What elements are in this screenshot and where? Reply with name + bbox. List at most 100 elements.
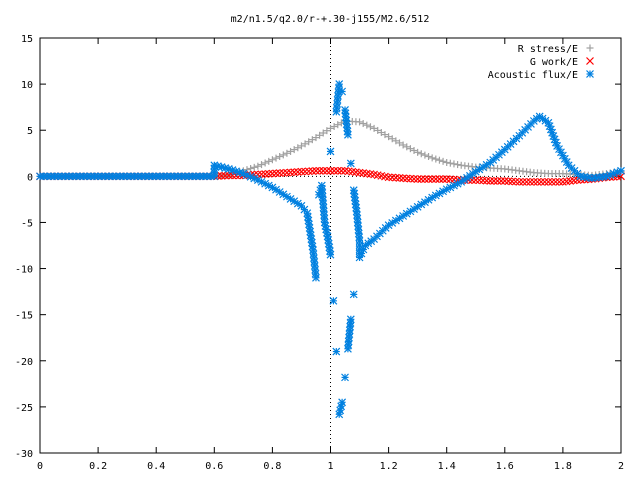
data-point [170, 172, 179, 181]
data-point [338, 398, 347, 407]
data-point [410, 147, 418, 155]
data-point [432, 155, 440, 163]
data-point [119, 172, 128, 181]
data-point [374, 126, 382, 134]
data-point [428, 175, 437, 184]
data-point [265, 157, 273, 165]
data-point [297, 142, 305, 150]
data-point [199, 172, 208, 181]
data-point [272, 154, 280, 162]
data-point [301, 140, 309, 148]
data-point [290, 168, 299, 177]
data-point [392, 137, 400, 145]
data-point [442, 175, 451, 184]
data-point [130, 172, 139, 181]
data-point [254, 162, 262, 170]
data-point [391, 173, 400, 182]
data-point [533, 177, 542, 186]
data-point [403, 143, 411, 151]
data-point [294, 144, 302, 152]
axes: 0 0.2 0.4 0.6 0.8 1 1.2 1.4 1.6 1.8 2 15 10 5 0 -5 -10 -1… [15, 34, 624, 472]
data-point [435, 175, 444, 184]
chart-title: m2/n1.5/q2.0/r-+.30-j155/M2.6/512 [231, 14, 430, 25]
data-point [195, 172, 204, 181]
data-point [272, 169, 280, 178]
data-point [439, 175, 447, 184]
data-point [330, 123, 338, 131]
data-point [421, 151, 429, 159]
legend-marker [586, 44, 594, 52]
x-tick-label: 0.6 [205, 461, 223, 472]
data-point [326, 250, 335, 259]
y-tick-label: 5 [27, 126, 33, 137]
data-point [322, 166, 331, 175]
data-point [526, 177, 535, 186]
data-point [519, 177, 527, 186]
data-point [489, 177, 498, 185]
data-point [428, 154, 436, 162]
data-point [504, 177, 513, 186]
data-point [548, 177, 556, 186]
y-tick-label: -5 [21, 218, 33, 229]
series-3 [36, 80, 625, 419]
data-point [508, 177, 516, 186]
data-point [332, 347, 341, 356]
data-point [333, 166, 342, 175]
y-tick-label: 15 [21, 34, 33, 45]
data-point [529, 177, 538, 186]
data-point [406, 174, 415, 183]
data-point [337, 166, 346, 175]
data-point [353, 211, 361, 219]
data-point [515, 177, 524, 186]
data-point [414, 148, 422, 156]
x-tick-label: 1 [327, 461, 333, 472]
data-point [410, 174, 418, 183]
data-point [79, 172, 88, 181]
data-point [388, 173, 397, 182]
data-point [329, 296, 338, 305]
data-point [349, 290, 358, 299]
data-point [551, 177, 560, 186]
data-point [540, 177, 549, 186]
data-point [312, 166, 320, 175]
data-point [312, 273, 320, 282]
data-point [443, 159, 451, 166]
data-point [475, 176, 484, 185]
data-point [290, 146, 298, 154]
data-point [61, 172, 70, 181]
y-tick-label: 0 [27, 172, 33, 183]
data-point [268, 156, 276, 164]
data-point [399, 174, 408, 183]
legend-marker [586, 70, 594, 78]
data-point [402, 174, 411, 183]
x-tick-label: 1.6 [496, 461, 514, 472]
data-point [544, 177, 553, 186]
data-point [276, 153, 284, 161]
data-point [417, 150, 425, 158]
data-point [344, 130, 352, 139]
data-point [395, 174, 404, 182]
data-point [366, 123, 374, 131]
data-point [203, 172, 211, 181]
data-point [224, 171, 233, 180]
data-point [431, 175, 440, 184]
data-point [316, 131, 324, 139]
data-point [250, 163, 258, 171]
data-point [293, 168, 302, 176]
data-point [482, 176, 491, 185]
series-layer [36, 80, 625, 419]
legend-label: R stress/E [518, 44, 578, 55]
data-point [454, 161, 462, 169]
data-point [326, 166, 335, 175]
data-point [413, 175, 422, 184]
data-point [308, 167, 317, 175]
data-point [319, 166, 328, 175]
data-point [522, 177, 531, 186]
y-tick-label: -20 [15, 357, 33, 368]
data-point [65, 172, 73, 181]
data-point [359, 120, 367, 128]
x-tick-label: 1.4 [438, 461, 456, 472]
x-tick-label: 2 [618, 461, 624, 472]
